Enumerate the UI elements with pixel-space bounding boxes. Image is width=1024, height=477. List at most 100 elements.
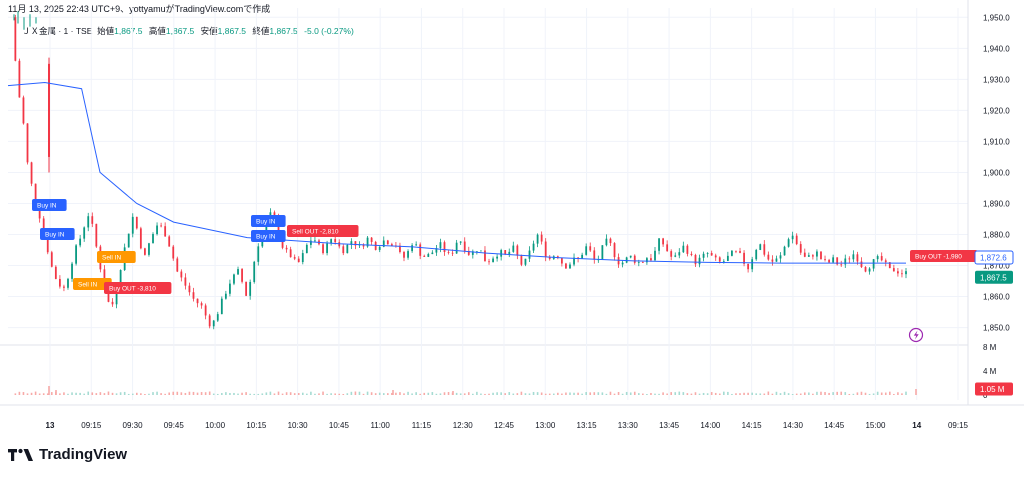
volume-bar [561, 393, 563, 395]
volume-bar [322, 391, 324, 395]
candle-body [83, 227, 86, 239]
price-tick-label: 1,940.0 [983, 44, 1010, 53]
volume-bar [589, 392, 592, 395]
volume-bar [767, 391, 770, 395]
volume-bar [467, 392, 470, 395]
candle-body [241, 269, 243, 282]
grid [0, 0, 1024, 406]
candle-body [407, 251, 409, 258]
price-tick-label: 1,860.0 [983, 293, 1010, 302]
price-chart[interactable]: 1,950.0 1,940.0 1,930.0 1,920.0 1,910.0 1,900… [0, 0, 1024, 440]
volume-bar [666, 393, 668, 395]
volume-bar [192, 391, 195, 395]
candle-body [654, 250, 656, 261]
candle-body [901, 273, 903, 275]
candle-body [508, 251, 511, 255]
annotation-buy-tag [32, 199, 67, 211]
candle-body [759, 244, 762, 250]
candle-body [144, 248, 146, 255]
candle-body [544, 241, 547, 257]
open-value: 1,867.5 [114, 26, 143, 36]
time-tick-label: 09:30 [123, 421, 144, 430]
volume-bar [407, 391, 409, 395]
candle-body [192, 292, 195, 299]
candles[interactable] [13, 11, 907, 330]
volume-bar [423, 392, 426, 395]
candle-body [682, 245, 685, 253]
volume-bar [557, 392, 559, 395]
candle-body [50, 252, 53, 267]
open-label: 始値 [97, 26, 115, 36]
candle-body [301, 253, 304, 263]
volume-bar [727, 391, 729, 395]
volume-bar [654, 393, 656, 395]
candle-body [674, 255, 677, 257]
volume-bar [301, 392, 304, 395]
volume-bar [245, 392, 247, 395]
candle-body [196, 298, 199, 304]
vwap-line [7, 81, 906, 264]
annotation-out-tag [287, 225, 359, 237]
tradingview-logo[interactable]: TradingView [8, 446, 127, 463]
candle-body [362, 244, 365, 247]
candle-body [763, 244, 766, 255]
price-tag-label: 1,872.6 [980, 253, 1007, 262]
volume-bar [577, 392, 579, 395]
trade-annotations: Buy IN Buy IN Sell IN Sell IN Buy OUT -3,810… [32, 199, 978, 294]
candle-body [852, 254, 855, 260]
volume-bar [241, 392, 243, 395]
volume-bar [107, 391, 110, 395]
volume-bar [532, 391, 535, 395]
change-value: -5.0 (-0.27%) [304, 26, 354, 36]
candle-body [322, 244, 324, 254]
candle-body [229, 283, 231, 294]
volume-bar [160, 393, 162, 395]
time-tick-label: 13:00 [535, 421, 556, 430]
annotation-label: Sell OUT -2,810 [292, 229, 339, 236]
volume-bar [791, 393, 794, 395]
volume-bar [698, 393, 701, 395]
candle-body [775, 258, 778, 262]
volume-bar [585, 392, 587, 395]
volume-bar [75, 392, 77, 395]
volume-bar [184, 392, 187, 395]
candle-body [253, 261, 256, 282]
candle-body [67, 278, 69, 288]
volume-bar [540, 392, 543, 395]
time-axis[interactable]: 13 09:15 09:30 09:45 10:00 10:15 10:30 10:45 11:… [46, 421, 969, 430]
price-tick-label: 1,870.0 [983, 262, 1010, 271]
volume-bar [297, 393, 300, 395]
volume-bar [702, 392, 705, 395]
candle-body [605, 238, 608, 246]
volume-bar [516, 393, 519, 395]
volume-bar [755, 393, 758, 395]
price-axis[interactable]: 1,950.0 1,940.0 1,930.0 1,920.0 1,910.0 1,900… [983, 13, 1010, 400]
volume-bar [172, 391, 175, 395]
close-label: 終値 [252, 26, 270, 36]
time-tick-label: 10:45 [329, 421, 350, 430]
candle-body [257, 246, 260, 262]
candle-body [666, 244, 669, 252]
candle-body [459, 241, 462, 243]
candle-body [107, 288, 110, 302]
lightning-icon[interactable] [908, 327, 924, 343]
volume-bar [399, 392, 401, 395]
volume-bar [646, 393, 648, 395]
volume-bar [617, 391, 620, 395]
volume-bar [83, 393, 85, 395]
candle-body [658, 238, 660, 251]
candle-body [455, 242, 458, 254]
candle-body [641, 262, 644, 263]
volume-bar [714, 392, 717, 395]
symbol-label[interactable]: ＪＸ金属 · 1 · TSE [22, 26, 93, 36]
volume-bar [26, 393, 29, 395]
candle-body [884, 260, 887, 263]
volume-bar [452, 391, 454, 395]
volume-bar [840, 391, 843, 395]
volume-bar [706, 393, 709, 395]
candle-body [411, 245, 413, 252]
volume-bar [593, 392, 596, 395]
candle-body [633, 255, 636, 263]
candle-body [200, 303, 203, 306]
candle-body [739, 251, 741, 253]
